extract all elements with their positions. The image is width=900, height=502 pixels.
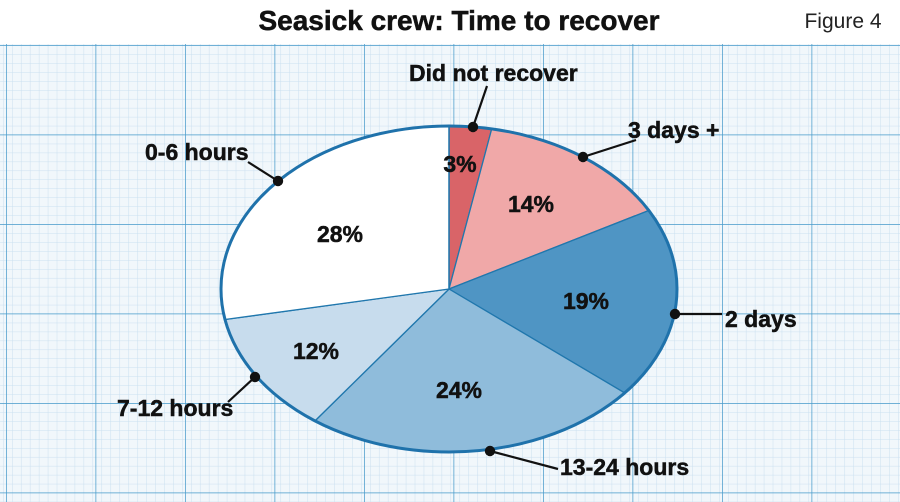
svg-text:3%: 3% bbox=[443, 151, 476, 177]
svg-text:28%: 28% bbox=[317, 221, 363, 247]
svg-text:7-12 hours: 7-12 hours bbox=[117, 395, 233, 421]
svg-text:3 days +: 3 days + bbox=[628, 117, 719, 143]
svg-text:14%: 14% bbox=[508, 191, 554, 217]
svg-text:24%: 24% bbox=[436, 377, 482, 403]
svg-text:13-24 hours: 13-24 hours bbox=[560, 454, 689, 480]
svg-text:0-6 hours: 0-6 hours bbox=[145, 139, 249, 165]
svg-text:Figure 4: Figure 4 bbox=[804, 10, 881, 33]
svg-text:19%: 19% bbox=[563, 288, 609, 314]
svg-text:Seasick crew: Time to recover: Seasick crew: Time to recover bbox=[258, 5, 659, 36]
svg-text:2 days: 2 days bbox=[725, 306, 797, 332]
svg-text:12%: 12% bbox=[293, 338, 339, 364]
svg-text:Did not recover: Did not recover bbox=[409, 60, 578, 86]
